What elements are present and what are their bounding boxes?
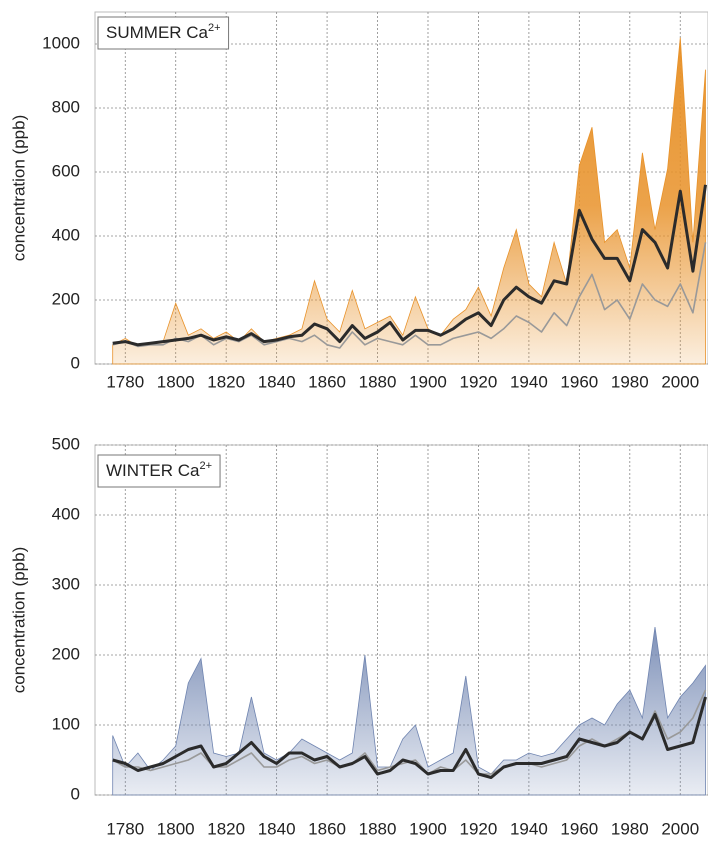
x-tick-label: 2000: [661, 372, 699, 391]
y-tick-label: 200: [52, 289, 80, 308]
x-tick-label: 1980: [611, 819, 649, 838]
x-tick-label: 1980: [611, 372, 649, 391]
panel: 0 100 200 300 400 500 1780 1800 1820 1840 1860 1880…: [9, 434, 708, 838]
x-tick-label: 1820: [207, 819, 245, 838]
title-superscript: 2+: [208, 22, 221, 34]
y-tick-label: 100: [52, 714, 80, 733]
x-tick-label: 1780: [106, 372, 144, 391]
x-tick-label: 1800: [157, 372, 195, 391]
x-tick-label: 2000: [661, 819, 699, 838]
x-tick-label: 1860: [308, 819, 346, 838]
title-box: [97, 454, 221, 488]
x-tick-label: 1900: [409, 372, 447, 391]
x-tick-label: 1860: [308, 372, 346, 391]
title-superscript: 2+: [200, 460, 213, 472]
y-tick-label: 600: [52, 161, 80, 180]
y-axis-label: concentration (ppb): [9, 115, 28, 261]
y-axis-label: concentration (ppb): [9, 547, 28, 693]
y-tick-label: 0: [71, 353, 80, 372]
y-tick-label: 1000: [42, 33, 80, 52]
x-tick-label: 1800: [157, 819, 195, 838]
y-tick-label: 200: [52, 644, 80, 663]
x-tick-label: 1880: [359, 819, 397, 838]
line: [112, 696, 707, 779]
x-tick-label: 1960: [560, 819, 598, 838]
x-tick-label: 1840: [258, 372, 296, 391]
x-tick-label: 1940: [510, 819, 548, 838]
y-tick-label: 300: [52, 574, 80, 593]
title-text: WINTER Ca: [106, 461, 200, 480]
y-tick-label: 800: [52, 97, 80, 116]
y-tick-label: 400: [52, 225, 80, 244]
y-tick-label: 0: [71, 784, 80, 803]
line: [112, 184, 707, 347]
title-box: [97, 16, 230, 50]
x-tick-label: 1820: [207, 372, 245, 391]
line: [112, 242, 707, 349]
chart-title: WINTER Ca2+: [106, 460, 212, 481]
panel: 0 200 400 600 800 1000 1780 1800 1820 1840 1860 188…: [9, 11, 708, 391]
chart-title: SUMMER Ca2+: [106, 22, 221, 43]
x-tick-label: 1840: [258, 819, 296, 838]
y-tick-label: 400: [52, 504, 80, 523]
title-text: SUMMER Ca: [106, 23, 209, 42]
x-tick-label: 1920: [460, 372, 498, 391]
x-tick-label: 1920: [460, 819, 498, 838]
x-tick-label: 1900: [409, 819, 447, 838]
x-tick-label: 1880: [359, 372, 397, 391]
y-tick-label: 500: [52, 434, 80, 453]
x-tick-label: 1780: [106, 819, 144, 838]
x-tick-label: 1940: [510, 372, 548, 391]
x-tick-label: 1960: [560, 372, 598, 391]
